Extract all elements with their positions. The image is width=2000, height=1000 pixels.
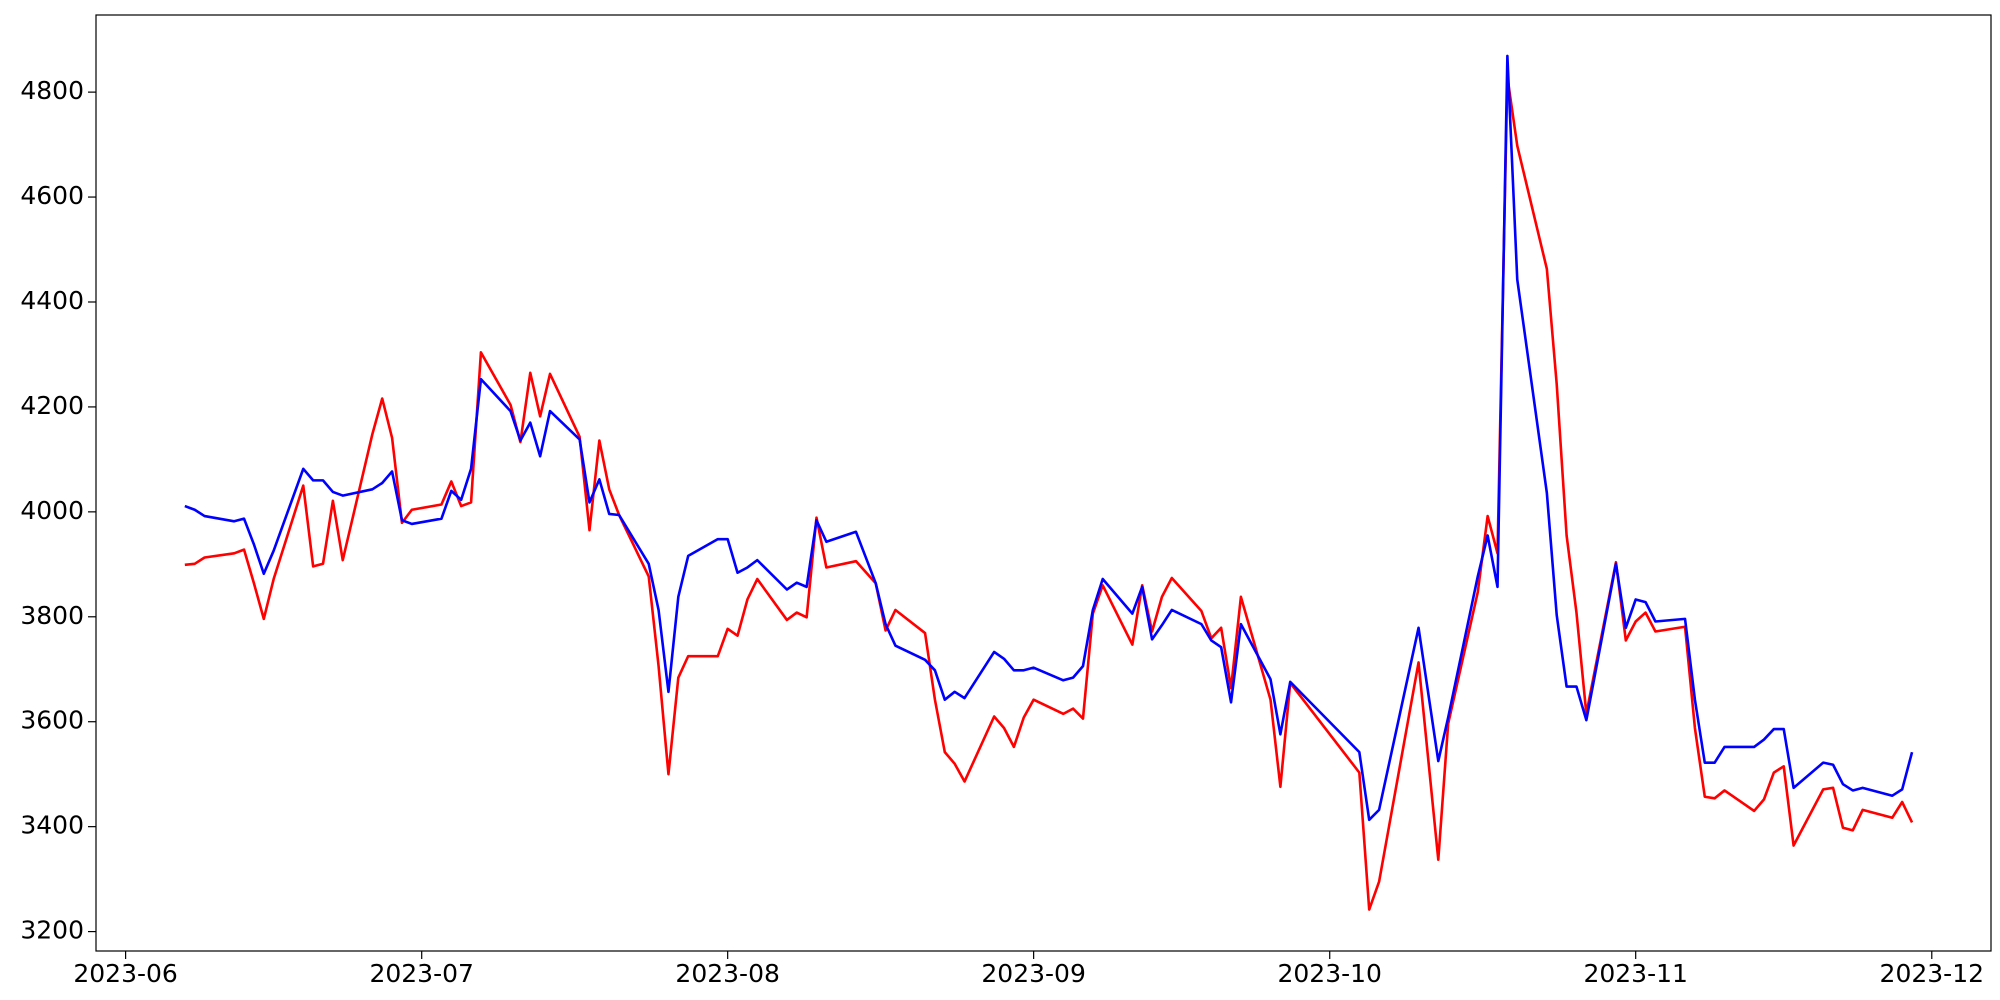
y-tick-label: 4200 [20,391,84,420]
y-tick-label: 3400 [20,811,84,840]
y-tick-label: 4800 [20,76,84,105]
x-tick-label: 2023-12 [1880,959,1984,988]
x-tick-label: 2023-07 [369,959,473,988]
plot-frame [95,14,1992,952]
data-line [184,54,1914,822]
data-line [184,75,1914,911]
y-tick-label: 3800 [20,601,84,630]
y-tick-label: 4000 [20,496,84,525]
x-tick-label: 2023-09 [981,959,1085,988]
y-tick-label: 3600 [20,706,84,735]
y-tick-label: 3200 [20,916,84,945]
x-tick-label: 2023-11 [1583,959,1687,988]
x-tick-label: 2023-10 [1277,959,1381,988]
x-tick-label: 2023-08 [675,959,779,988]
x-tick-label: 2023-06 [73,959,177,988]
y-tick-label: 4600 [20,181,84,210]
y-tick-label: 4400 [20,286,84,315]
